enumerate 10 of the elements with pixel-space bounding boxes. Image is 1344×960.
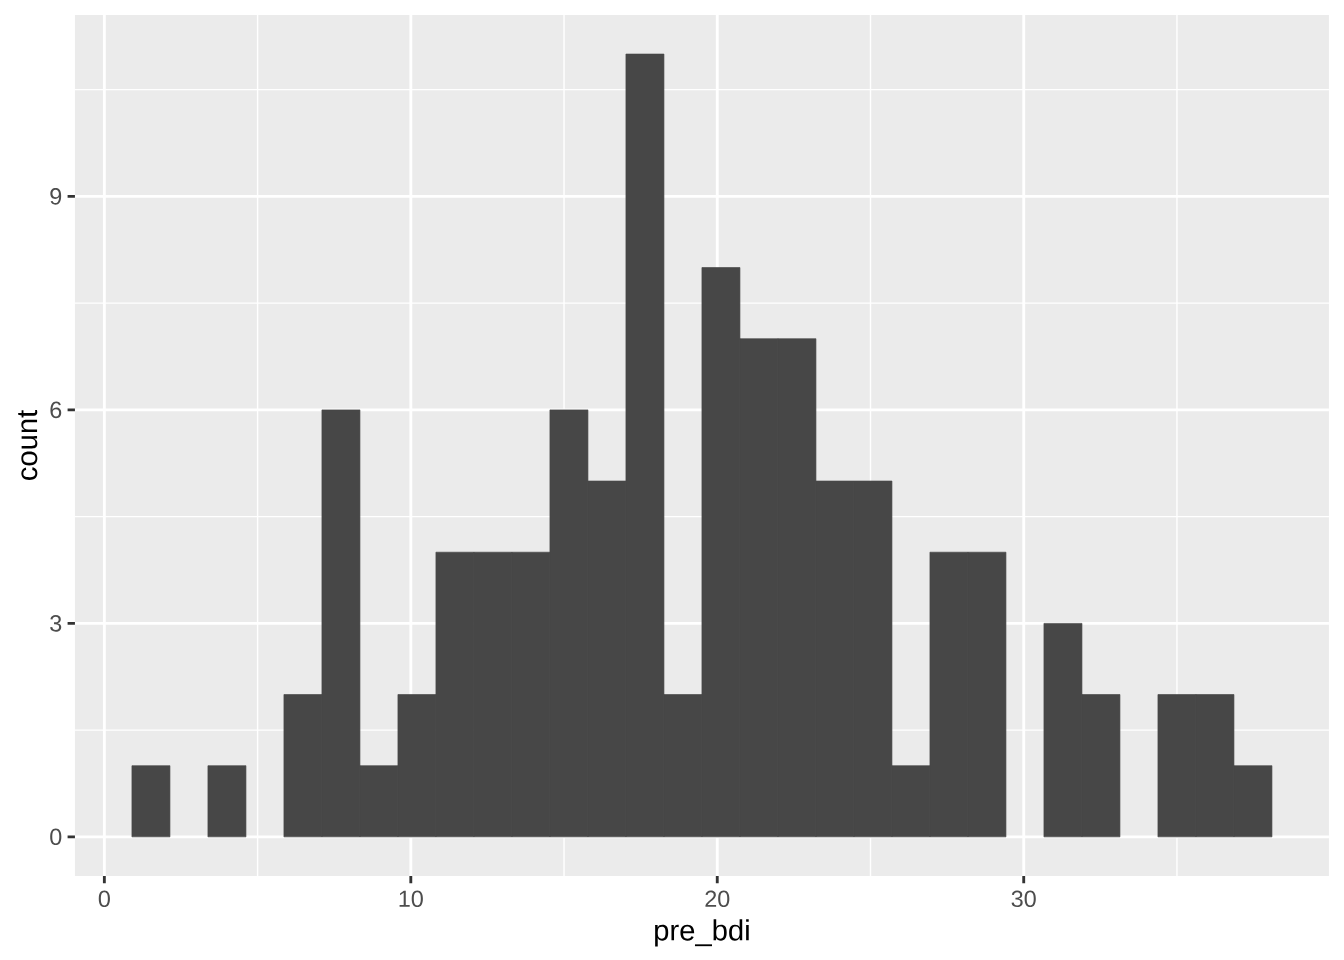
y-tick-label: 9 <box>50 188 62 205</box>
y-axis-title: count <box>18 409 38 480</box>
y-tick-label: 3 <box>50 615 62 632</box>
x-axis-title: pre_bdi <box>655 919 749 947</box>
y-tick-label: 6 <box>50 401 62 419</box>
x-tick-label: 10 <box>399 890 423 908</box>
x-tick-label: 30 <box>1011 890 1036 908</box>
x-tick-label: 0 <box>98 890 110 908</box>
x-tick-label: 20 <box>705 890 730 908</box>
y-tick-label: 0 <box>50 828 62 846</box>
